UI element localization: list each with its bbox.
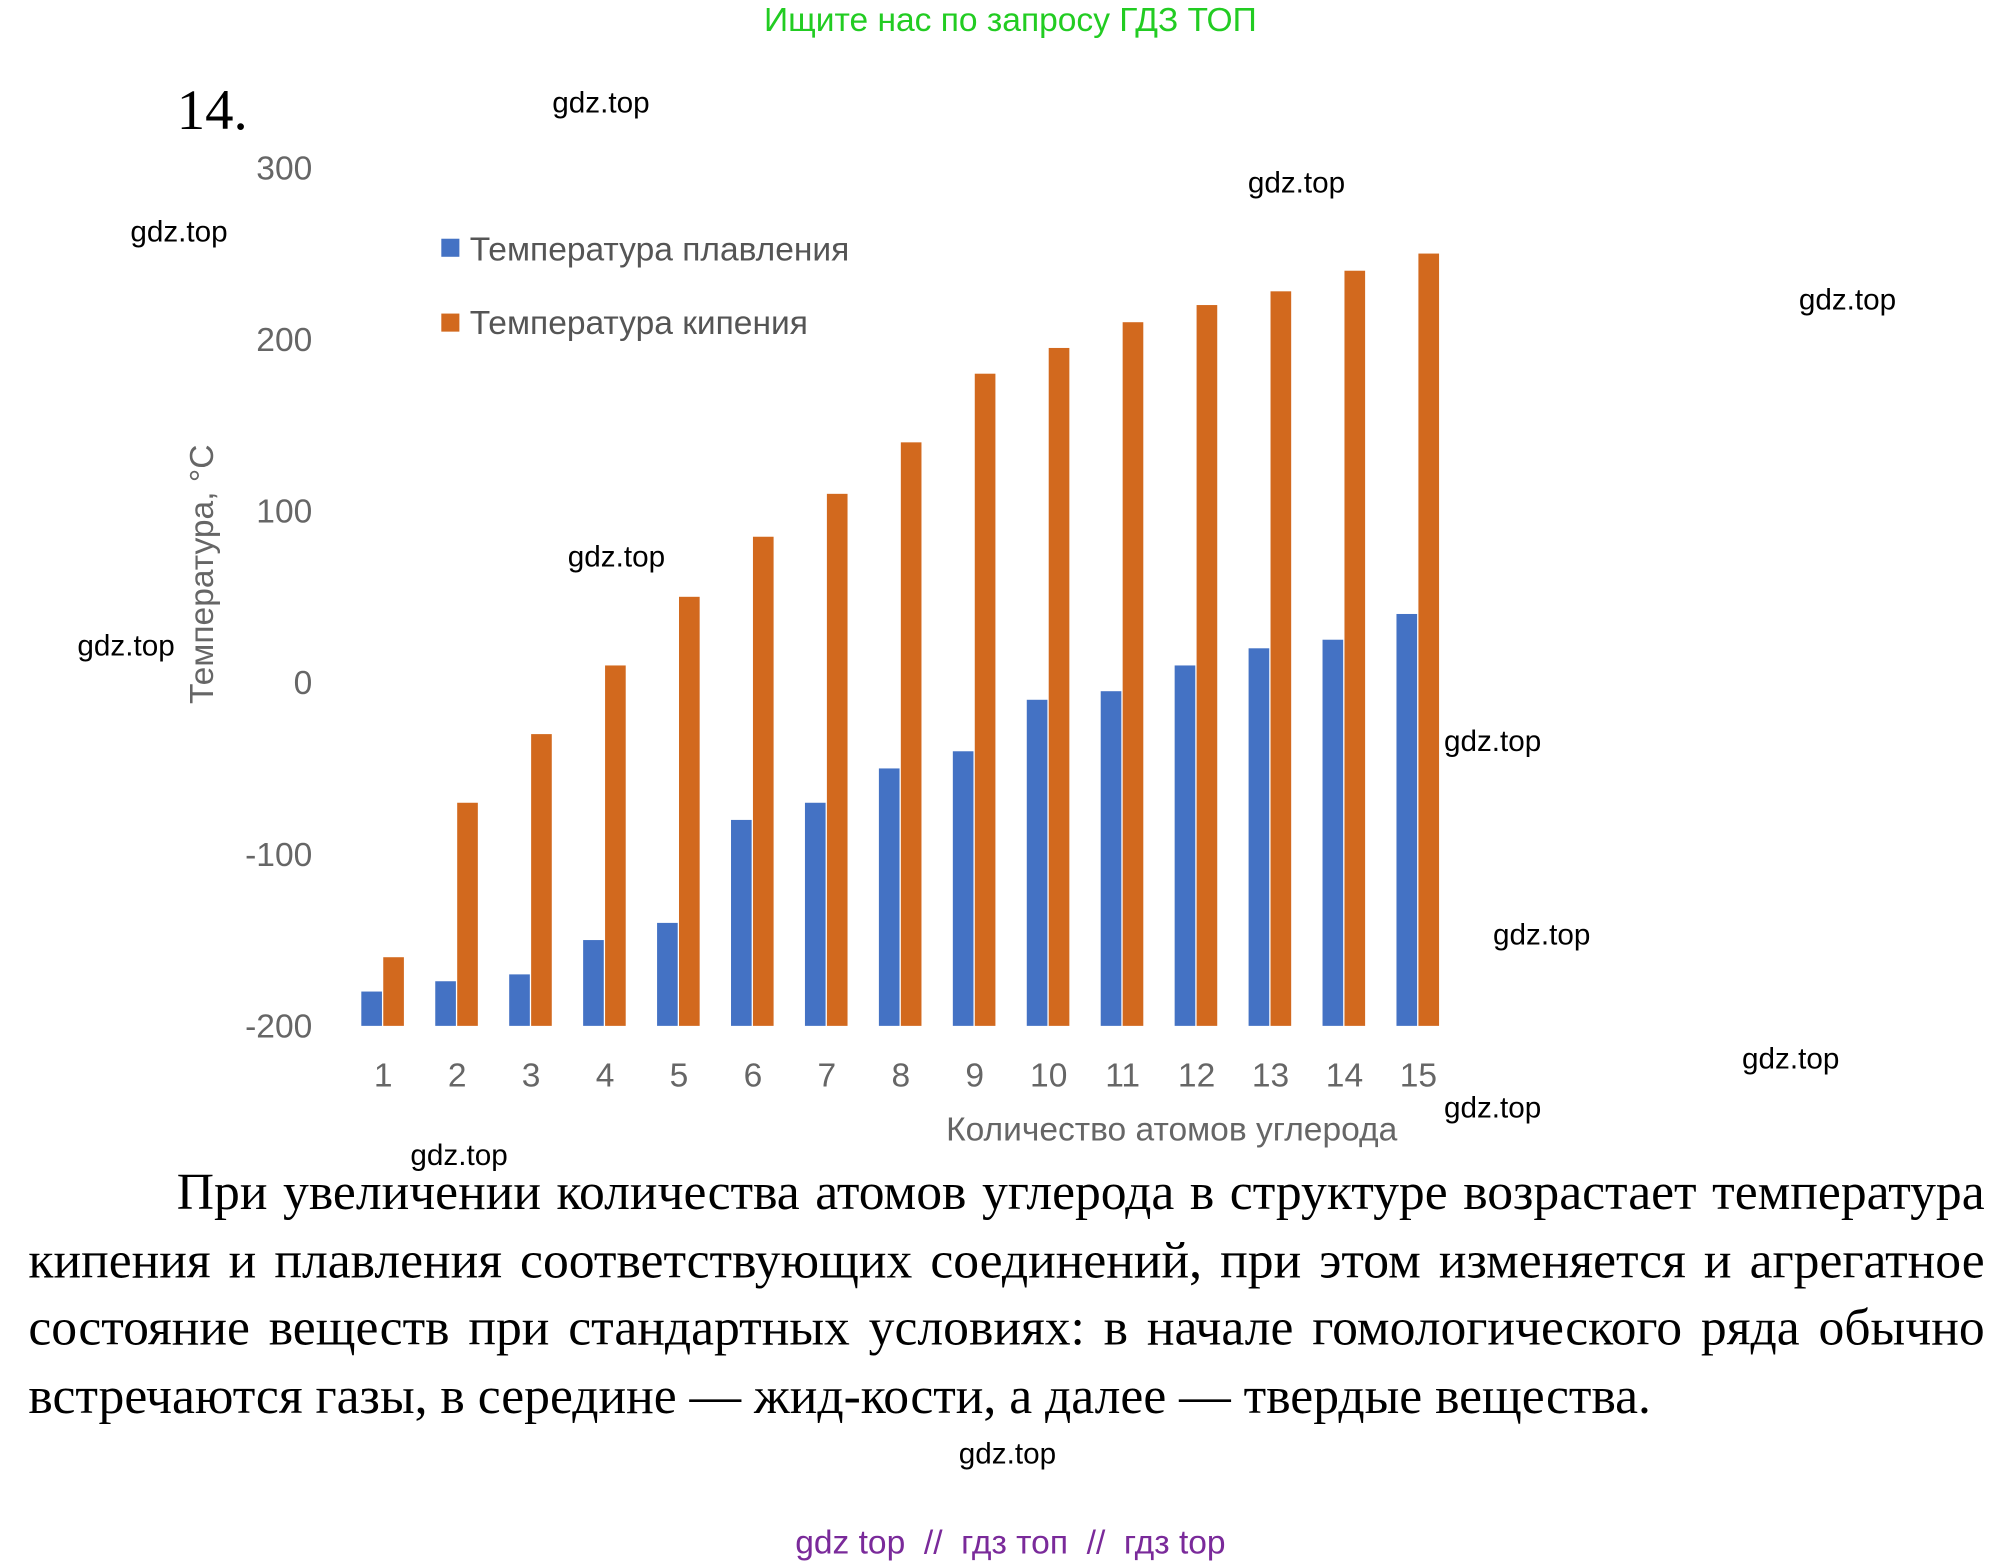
bar-melting-13 xyxy=(1248,648,1270,1026)
bar-melting-8 xyxy=(878,768,900,1026)
watermark: gdz.top xyxy=(77,628,175,662)
bar-boiling-10 xyxy=(1048,347,1070,1026)
bar-boiling-11 xyxy=(1122,322,1144,1026)
watermark: gdz.top xyxy=(410,1138,508,1172)
bar-melting-15 xyxy=(1396,613,1418,1026)
x-tick-label: 15 xyxy=(1400,1058,1437,1095)
watermark: gdz.top xyxy=(130,214,228,248)
bar-boiling-7 xyxy=(826,493,848,1026)
bar-boiling-5 xyxy=(679,596,700,1026)
bar-melting-10 xyxy=(1026,699,1048,1026)
bar-melting-2 xyxy=(435,981,456,1026)
watermark: gdz.top xyxy=(1443,723,1542,758)
watermark: gdz.top xyxy=(958,1436,1057,1470)
bar-boiling-9 xyxy=(974,373,996,1026)
legend-label-boiling: Температура кипения xyxy=(470,305,808,342)
bar-boiling-8 xyxy=(900,442,922,1026)
bar-boiling-4 xyxy=(605,665,626,1026)
bar-boiling-2 xyxy=(457,802,478,1026)
x-tick-label: 14 xyxy=(1326,1058,1363,1095)
answer-paragraph: При увеличении количества атомов углерод… xyxy=(28,1162,1985,1424)
bar-boiling-15 xyxy=(1418,253,1440,1026)
bar-melting-3 xyxy=(509,974,530,1026)
x-tick-label: 6 xyxy=(744,1058,763,1095)
y-tick-label: 200 xyxy=(256,322,312,359)
bar-melting-11 xyxy=(1100,691,1122,1026)
bar-boiling-3 xyxy=(531,734,552,1026)
bar-melting-1 xyxy=(361,991,382,1026)
bar-boiling-12 xyxy=(1196,305,1218,1026)
bar-melting-7 xyxy=(804,802,826,1026)
legend-label-melting: Температура плавления xyxy=(470,232,850,269)
x-axis-label: Количество атомов углерода xyxy=(946,1112,1398,1149)
x-tick-label: 13 xyxy=(1252,1058,1289,1095)
x-tick-label: 5 xyxy=(670,1058,689,1095)
watermark: gdz.top xyxy=(1742,1041,1840,1075)
x-tick-label: 3 xyxy=(522,1058,541,1095)
x-tick-label: 1 xyxy=(374,1058,393,1095)
y-axis-label: Температура, °C xyxy=(184,444,221,703)
x-tick-label: 9 xyxy=(965,1058,984,1095)
watermark: gdz.top xyxy=(552,85,650,119)
footer-links[interactable]: gdz top // гдз топ // гдз top xyxy=(795,1522,1226,1562)
watermark: gdz.top xyxy=(1247,165,1346,199)
y-tick-label: -100 xyxy=(245,837,312,874)
y-tick-label: 0 xyxy=(294,665,313,702)
y-tick-label: 300 xyxy=(256,150,312,187)
x-tick-label: 4 xyxy=(596,1058,615,1095)
bar-boiling-1 xyxy=(383,957,404,1026)
x-tick-label: 7 xyxy=(818,1058,837,1095)
watermark: gdz.top xyxy=(567,539,666,573)
bar-melting-5 xyxy=(657,922,678,1026)
bar-melting-12 xyxy=(1174,665,1196,1026)
x-tick-label: 12 xyxy=(1178,1058,1215,1095)
x-tick-label: 11 xyxy=(1105,1058,1140,1095)
problem-number: 14. xyxy=(176,78,248,142)
watermark: gdz.top xyxy=(1492,917,1591,952)
bar-melting-6 xyxy=(731,819,752,1026)
x-tick-label: 10 xyxy=(1030,1058,1067,1095)
y-tick-label: 100 xyxy=(256,494,312,531)
bar-boiling-6 xyxy=(752,536,774,1026)
bar-melting-14 xyxy=(1322,639,1344,1026)
legend-swatch-boiling xyxy=(441,313,460,332)
watermark: gdz.top xyxy=(1443,1090,1542,1124)
x-tick-label: 8 xyxy=(891,1058,910,1095)
bar-boiling-13 xyxy=(1270,291,1292,1026)
x-tick-label: 2 xyxy=(448,1058,467,1095)
bar-boiling-14 xyxy=(1344,270,1366,1026)
bar-melting-9 xyxy=(952,751,974,1026)
legend-swatch-melting xyxy=(441,238,460,257)
watermark: gdz.top xyxy=(1798,282,1897,317)
top-banner: Ищите нас по запросу ГДЗ ТОП xyxy=(764,0,1257,39)
y-tick-label: -200 xyxy=(245,1008,312,1045)
bar-melting-4 xyxy=(583,940,604,1026)
